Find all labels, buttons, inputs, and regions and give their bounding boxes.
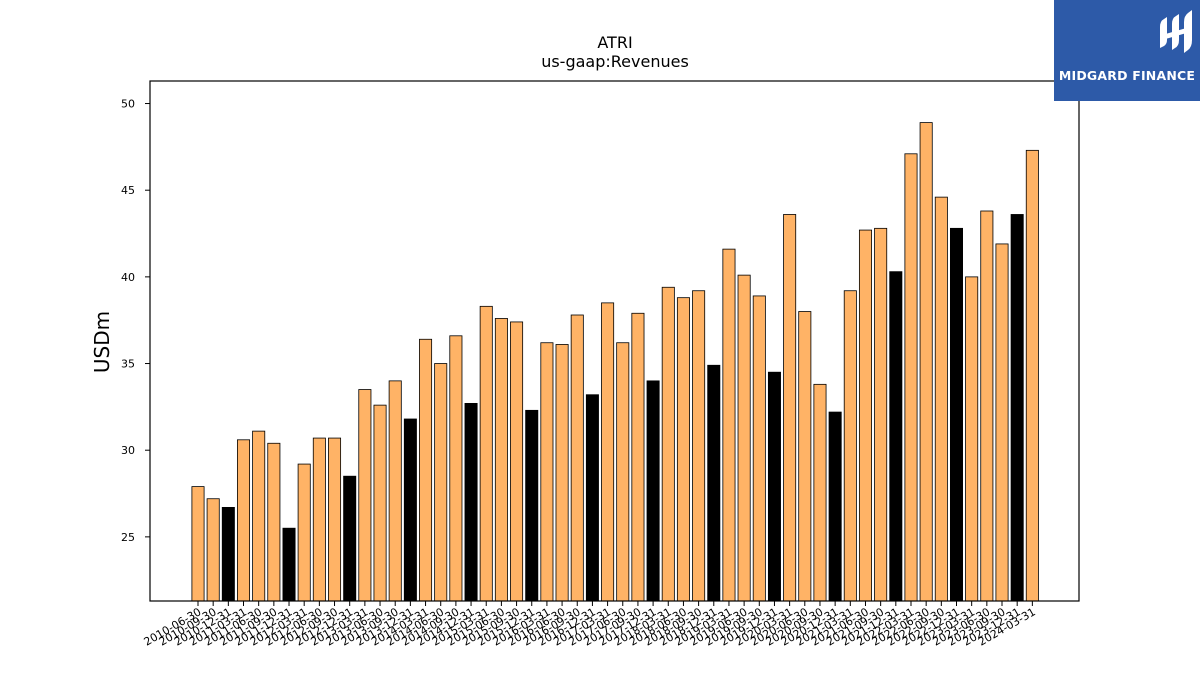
bar [373, 404, 387, 602]
bar [904, 153, 918, 602]
bar [767, 371, 781, 602]
bar [722, 248, 736, 602]
bar [1010, 214, 1024, 602]
bar [252, 430, 266, 602]
bar [919, 122, 933, 602]
bar [752, 295, 766, 602]
bar [449, 335, 463, 602]
bar [616, 342, 630, 602]
y-tick-label: 45 [121, 184, 135, 197]
bar [464, 402, 478, 602]
y-axis-ticks: 25 30 35 40 45 50 [121, 98, 150, 544]
bar [343, 475, 357, 602]
bar [540, 342, 554, 602]
bar [267, 442, 281, 602]
y-tick-label: 30 [121, 444, 135, 457]
bar [843, 290, 857, 602]
midgard-finance-logo: MIDGARD FINANCE [1054, 0, 1200, 101]
bar [221, 506, 235, 602]
bar [510, 321, 524, 602]
y-tick-label: 35 [121, 358, 135, 371]
bar [813, 383, 827, 602]
bar [479, 305, 493, 602]
bar [661, 286, 675, 602]
bar [965, 276, 979, 602]
bar [676, 297, 690, 602]
midgard-finance-logo-icon [1160, 10, 1192, 53]
bar [585, 394, 599, 602]
bar [403, 418, 417, 602]
chart-subtitle: us-gaap:Revenues [541, 52, 689, 71]
bar [646, 380, 660, 602]
bar [358, 389, 372, 602]
bar [206, 498, 220, 602]
bar [434, 363, 448, 602]
bar [950, 227, 964, 602]
y-tick-label: 40 [121, 271, 135, 284]
bar [237, 439, 251, 602]
bar [1025, 149, 1039, 602]
bar [828, 411, 842, 602]
y-tick-label: 25 [121, 531, 135, 544]
chart-title: ATRI [597, 33, 632, 52]
plot-frame [149, 80, 1080, 602]
bar [934, 196, 948, 602]
bar [995, 243, 1009, 602]
bar [191, 486, 205, 602]
x-axis-ticks: 2010-06-302010-09-302010-12-312011-03-31… [142, 601, 1038, 649]
bar [297, 463, 311, 602]
bar [707, 364, 721, 602]
bar [889, 271, 903, 602]
bar [798, 311, 812, 602]
bar [388, 380, 402, 602]
bar [419, 338, 433, 602]
bar [858, 229, 872, 602]
brand-name: MIDGARD FINANCE [1058, 68, 1196, 83]
bar [555, 344, 569, 602]
bar [783, 214, 797, 602]
bar-series [191, 122, 1039, 602]
bar [980, 210, 994, 602]
bar [282, 527, 296, 602]
y-axis-label: USDm [90, 311, 114, 373]
y-tick-label: 50 [121, 98, 135, 111]
bar [692, 290, 706, 602]
bar [631, 312, 645, 602]
bar [312, 437, 326, 602]
bar [570, 314, 584, 602]
bar [328, 437, 342, 602]
bar [737, 274, 751, 602]
bar [601, 302, 615, 602]
bar [874, 227, 888, 602]
bar [494, 318, 508, 602]
bar [525, 409, 539, 602]
